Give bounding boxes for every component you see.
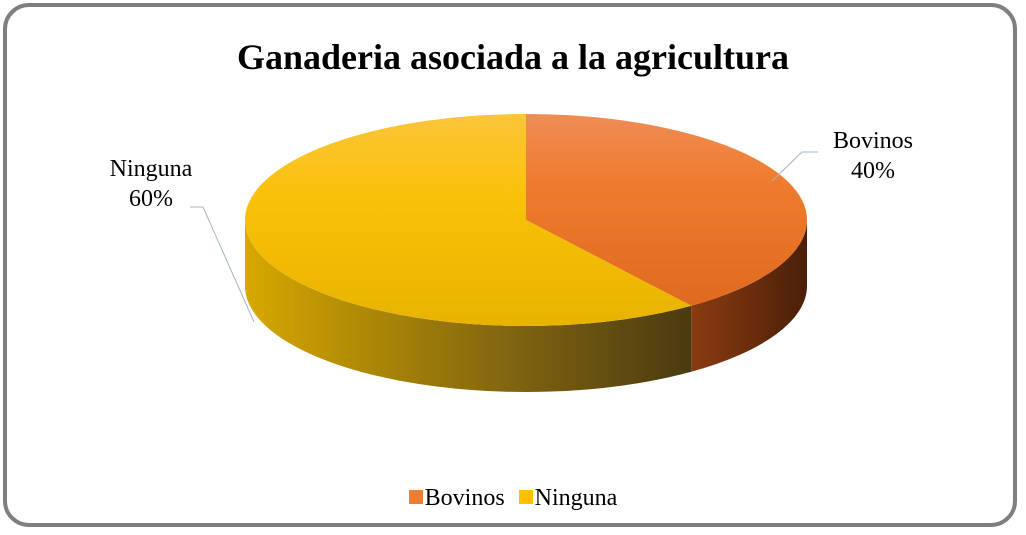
leader-line-bovinos: [771, 151, 818, 182]
data-label-ninguna: Ninguna 60%: [96, 154, 206, 214]
data-label-bovinos: Bovinos 40%: [818, 126, 928, 186]
legend-item-bovinos: Bovinos: [408, 485, 505, 512]
pie-slice-ninguna: [245, 114, 692, 326]
pie-group: [245, 114, 808, 393]
legend-swatch-bovinos: [408, 490, 423, 504]
chart-legend: Bovinos Ninguna: [0, 485, 1026, 512]
data-label-ninguna-percent: 60%: [129, 186, 173, 212]
leader-lines: [190, 151, 818, 323]
data-label-bovinos-name: Bovinos: [832, 128, 913, 154]
data-label-bovinos-percent: 40%: [851, 158, 895, 184]
chart-title: Ganaderia asociada a la agricultura: [237, 37, 789, 77]
legend-swatch-ninguna: [518, 490, 533, 504]
pie-side-bovinos: [691, 220, 807, 372]
legend-label-bovinos: Bovinos: [424, 485, 505, 511]
legend-item-ninguna: Ninguna: [518, 485, 618, 512]
pie-slice-bovinos: [526, 114, 808, 306]
pie-side-ninguna: [245, 220, 692, 393]
leader-line-ninguna: [190, 206, 255, 323]
legend-label-ninguna: Ninguna: [534, 485, 618, 511]
data-label-ninguna-name: Ninguna: [109, 156, 193, 182]
